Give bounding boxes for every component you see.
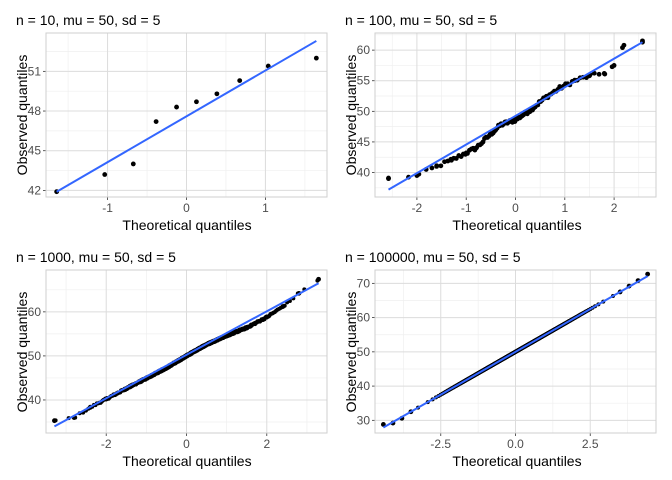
data-point (316, 276, 321, 282)
x-tick-label: 0 (183, 201, 190, 215)
data-point (264, 314, 270, 320)
reference-line (388, 41, 643, 191)
panel-border (45, 269, 328, 434)
data-point (429, 165, 435, 171)
panel-border (45, 32, 328, 198)
data-point (645, 271, 651, 277)
x-axis-title: Theoretical quantiles (452, 453, 581, 469)
data-point (488, 131, 494, 137)
y-axis-title: Observed quantiles (14, 55, 30, 176)
data-point (434, 164, 440, 169)
panel-title: n = 1000, mu = 50, sd = 5 (16, 249, 176, 265)
x-axis-title: Theoretical quantiles (452, 217, 581, 233)
data-point (438, 163, 444, 169)
panel-title: n = 100000, mu = 50, sd = 5 (345, 249, 521, 265)
y-tick-label: 70 (357, 276, 371, 290)
x-tick-label: 2 (611, 201, 618, 215)
y-axis-title: Observed quantiles (343, 292, 359, 413)
x-tick-label: 2 (263, 437, 270, 451)
x-axis-title: Theoretical quantiles (122, 453, 251, 469)
y-tick-label: 45 (28, 144, 42, 158)
y-tick-label: 40 (357, 166, 371, 180)
panel-border (374, 32, 657, 198)
plot-area: -2.5 0.0 2.5 30 40 50 60 70 (357, 269, 657, 451)
plot-area: -1 0 1 42 45 48 51 (28, 32, 328, 215)
x-tick-label: 0.0 (507, 437, 524, 451)
y-tick-label: 40 (28, 393, 42, 407)
x-tick-label: 1 (561, 201, 568, 215)
plot-area: -2 0 2 40 50 60 (28, 269, 328, 451)
data-point (214, 91, 220, 97)
x-tick-label: -1 (102, 201, 113, 215)
data-point (449, 157, 454, 163)
y-tick-label: 30 (357, 413, 371, 427)
data-point (244, 325, 250, 331)
x-tick-label: 0 (183, 437, 190, 451)
data-point (237, 78, 243, 84)
data-point (601, 70, 607, 76)
x-tick-label: -1 (461, 201, 472, 215)
y-tick-label: 48 (28, 104, 42, 118)
data-point (621, 42, 627, 48)
x-tick-label: 0 (512, 201, 519, 215)
y-axis-title: Observed quantiles (14, 292, 30, 413)
data-points (54, 55, 319, 195)
y-tick-label: 50 (357, 345, 371, 359)
y-tick-label: 51 (28, 64, 42, 78)
y-tick-label: 40 (357, 379, 371, 393)
x-tick-label: -2 (412, 201, 423, 215)
qq-panel-n1000: -2 0 2 40 50 60 n = 1000, mu = 50, sd = 5 The… (14, 249, 328, 469)
data-point (596, 71, 602, 77)
data-point (153, 119, 159, 125)
y-tick-label: 50 (357, 104, 371, 118)
x-tick-label: -2.5 (430, 437, 451, 451)
x-axis-title: Theoretical quantiles (122, 217, 251, 233)
y-tick-label: 50 (28, 349, 42, 363)
data-point (174, 104, 179, 110)
data-point (52, 418, 57, 424)
data-point (386, 176, 391, 182)
plot-area: -2 -1 0 1 2 40 45 50 55 60 (357, 32, 657, 215)
data-point (130, 161, 136, 167)
data-point (473, 145, 479, 151)
qq-panel-n10: -1 0 1 42 45 48 51 n = 10, mu = 50, sd = 5 The… (14, 12, 328, 233)
data-point (380, 422, 386, 427)
data-point (611, 63, 617, 68)
y-tick-label: 60 (357, 43, 371, 57)
qq-panel-n100000: -2.5 0.0 2.5 30 40 50 60 70 n = 100000, mu = 50… (343, 249, 657, 469)
data-point (463, 150, 469, 156)
y-tick-label: 55 (357, 74, 371, 88)
x-tick-label: 2.5 (582, 437, 599, 451)
panel-title: n = 100, mu = 50, sd = 5 (345, 12, 497, 28)
y-axis-title: Observed quantiles (343, 55, 359, 176)
y-tick-label: 42 (28, 183, 42, 197)
reference-line (382, 275, 649, 429)
y-tick-label: 45 (357, 135, 371, 149)
data-point (194, 99, 199, 105)
data-point (102, 172, 108, 177)
x-tick-label: 1 (262, 201, 269, 215)
y-tick-label: 60 (357, 311, 371, 325)
data-point (513, 117, 518, 123)
qq-panel-n100: -2 -1 0 1 2 40 45 50 55 60 n = 100, mu = 50, sd =… (343, 12, 657, 233)
data-point (313, 55, 319, 61)
x-tick-label: -2 (101, 437, 112, 451)
panel-border (374, 269, 657, 434)
reference-line (56, 40, 317, 193)
reference-line (53, 282, 320, 428)
panel-title: n = 10, mu = 50, sd = 5 (16, 12, 161, 28)
y-tick-label: 60 (28, 305, 42, 319)
data-point (280, 304, 286, 309)
